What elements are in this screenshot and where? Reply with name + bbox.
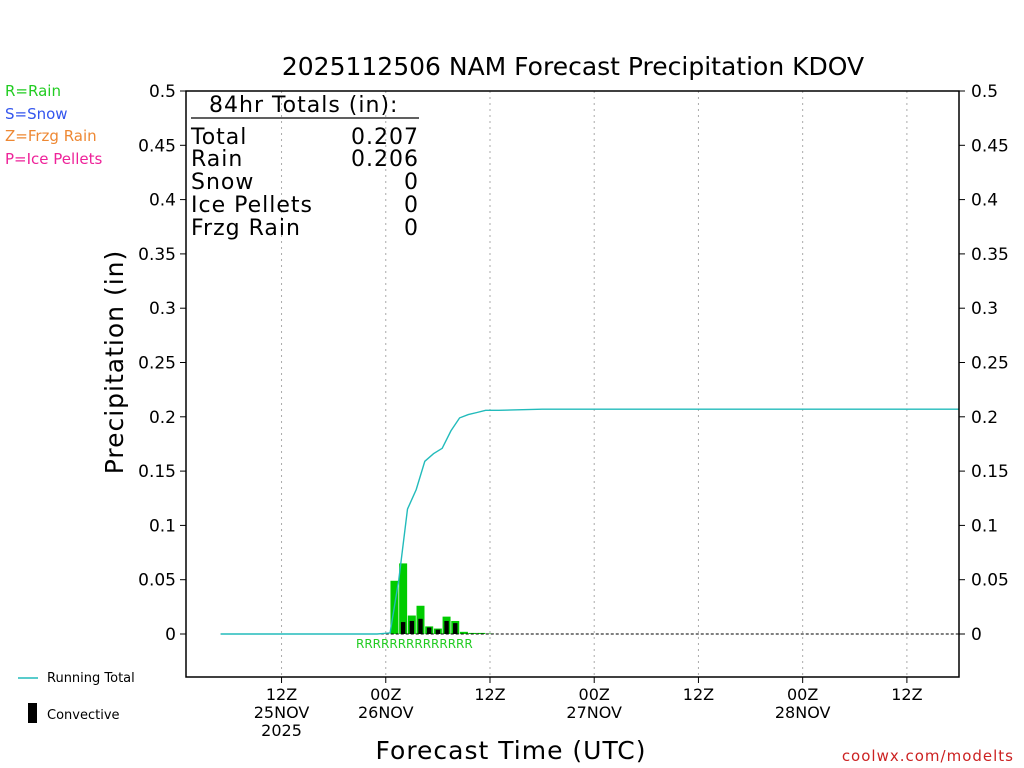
running-total-line xyxy=(220,408,959,635)
y-ticks-left: 0 0.05 0.1 0.15 0.2 0.25 0.3 0.35 0.4 0.45 0.5 xyxy=(138,82,186,645)
totals-value-total: 0.207 xyxy=(351,125,419,150)
x-tick-label: 2025 xyxy=(261,721,302,740)
x-tick-label: 00Z xyxy=(787,685,818,704)
x-tick-label: 12Z xyxy=(266,685,297,704)
totals-label-ice-pellets: Ice Pellets xyxy=(191,193,313,218)
rain-bar xyxy=(485,633,494,634)
y-tick-label-right: 0.45 xyxy=(971,136,1009,156)
convective-bar xyxy=(426,627,432,634)
convective-bar xyxy=(453,623,458,634)
y-tick-label-right: 0.05 xyxy=(971,571,1009,591)
x-tick-label: 26NOV xyxy=(358,703,414,722)
y-tick-label: 0.15 xyxy=(138,462,176,482)
rain-bar xyxy=(468,632,477,634)
y-tick-label-right: 0.1 xyxy=(971,516,998,536)
x-tick-label: 25NOV xyxy=(254,703,310,722)
y-tick-label-right: 0.15 xyxy=(971,462,1009,482)
grid-lines xyxy=(281,91,908,677)
y-tick-label-right: 0.2 xyxy=(971,408,998,428)
y-tick-label: 0.3 xyxy=(149,299,176,319)
chart-title: 2025112506 NAM Forecast Precipitation KD… xyxy=(282,52,864,81)
totals-label-total: Total xyxy=(190,125,247,150)
legend-running-total: Running Total xyxy=(47,671,135,686)
rain-bar xyxy=(399,563,408,634)
x-tick-label: 12Z xyxy=(891,685,922,704)
plot-frame xyxy=(185,90,960,678)
y-tick-label-right: 0.3 xyxy=(971,299,998,319)
ptype-string: RRRRRRRRRRRRRR xyxy=(356,637,473,651)
y-tick-label: 0.1 xyxy=(149,516,176,536)
convective-bar xyxy=(444,620,449,634)
totals-label-rain: Rain xyxy=(191,147,243,172)
y-tick-label-right: 0.35 xyxy=(971,245,1009,265)
convective-bar xyxy=(409,620,415,634)
y-tick-label-right: 0 xyxy=(971,625,982,645)
x-tick-label: 00Z xyxy=(370,685,401,704)
legend-convective: Convective xyxy=(47,708,120,723)
totals-label-snow: Snow xyxy=(191,170,254,195)
totals-value-rain: 0.206 xyxy=(351,147,419,172)
credit-text: coolwx.com/modelts xyxy=(842,747,1014,765)
convective-bar xyxy=(400,622,406,634)
legend-snow: S=Snow xyxy=(5,105,68,123)
convective-bar xyxy=(418,618,423,634)
x-tick-label: 27NOV xyxy=(566,703,622,722)
y-ticks-right: 0 0.05 0.1 0.15 0.2 0.25 0.3 0.35 0.4 0.45 0.5 xyxy=(959,82,1009,645)
x-tick-label: 00Z xyxy=(579,685,610,704)
rain-bars xyxy=(390,563,494,634)
y-tick-label-right: 0.5 xyxy=(971,82,998,102)
legend-rain: R=Rain xyxy=(5,82,61,100)
legend-frzg-rain: Z=Frzg Rain xyxy=(5,127,97,145)
rain-bar xyxy=(477,632,486,634)
y-tick-label: 0.35 xyxy=(138,245,176,265)
y-tick-label: 0.4 xyxy=(149,191,176,211)
totals-label-frzg-rain: Frzg Rain xyxy=(191,216,301,241)
y-tick-label: 0.45 xyxy=(138,136,176,156)
totals-box: 84hr Totals (in): Total 0.207 Rain 0.206… xyxy=(190,93,419,241)
legend-ice-pellets: P=Ice Pellets xyxy=(5,150,102,168)
totals-value-snow: 0 xyxy=(404,170,419,195)
totals-value-frzg-rain: 0 xyxy=(404,216,419,241)
y-tick-label-right: 0.4 xyxy=(971,191,998,211)
y-tick-label: 0.5 xyxy=(149,82,176,102)
x-axis-label: Forecast Time (UTC) xyxy=(376,736,647,765)
x-tick-label: 12Z xyxy=(683,685,714,704)
y-axis-label: Precipitation (in) xyxy=(100,250,129,475)
convective-swatch xyxy=(28,703,37,723)
y-tick-label-right: 0.25 xyxy=(971,354,1009,374)
x-tick-label: 12Z xyxy=(474,685,505,704)
convective-bars xyxy=(400,618,458,634)
rain-bar xyxy=(459,631,468,634)
totals-value-ice-pellets: 0 xyxy=(404,193,419,218)
y-tick-label: 0.25 xyxy=(138,354,176,374)
y-tick-label: 0 xyxy=(165,625,176,645)
y-tick-label: 0.05 xyxy=(138,571,176,591)
totals-header: 84hr Totals (in): xyxy=(209,93,398,118)
x-tick-label: 28NOV xyxy=(775,703,831,722)
y-tick-label: 0.2 xyxy=(149,408,176,428)
convective-bar xyxy=(435,629,441,634)
